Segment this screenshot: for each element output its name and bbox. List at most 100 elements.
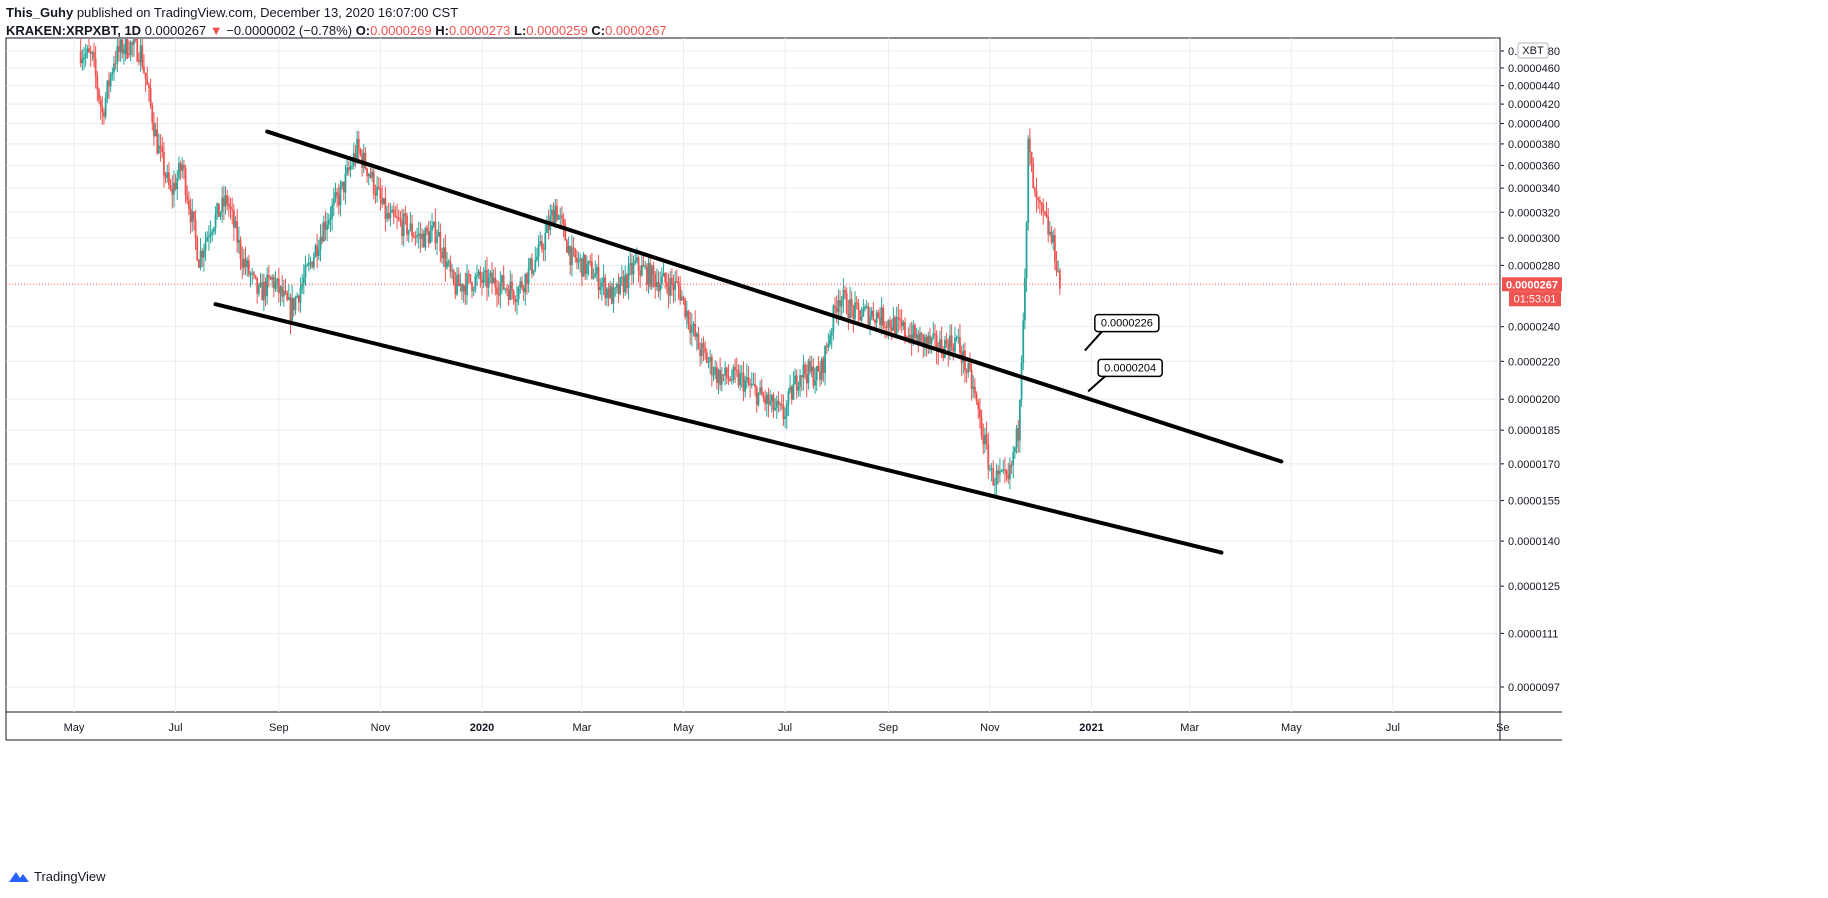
candle-body: [199, 251, 202, 268]
candle-body: [276, 278, 279, 283]
y-tick-label: 0.0000111: [1508, 628, 1558, 640]
candle-body: [574, 248, 577, 258]
candle-body: [859, 310, 861, 321]
candle-body: [667, 286, 670, 296]
candle-body: [842, 290, 845, 301]
candle-body: [411, 223, 413, 237]
symbol-label[interactable]: KRAKEN:XRPXBT, 1D: [6, 23, 142, 38]
candle-body: [158, 145, 160, 154]
candle-body: [357, 138, 360, 150]
candle-body: [712, 374, 715, 376]
candle-body: [779, 403, 781, 405]
candle-body: [744, 380, 747, 392]
candle-body: [161, 147, 164, 153]
candle-body: [844, 290, 846, 294]
candle-body: [909, 334, 911, 341]
candle-body: [546, 222, 548, 233]
candle-body: [502, 275, 505, 290]
candle-body: [714, 367, 717, 375]
candle-body: [138, 61, 140, 63]
candle-body: [181, 164, 184, 171]
candle-body: [914, 324, 916, 338]
candle-body: [700, 343, 703, 356]
x-tick-label: 2021: [1079, 722, 1103, 734]
y-tick-label: 0.0000097: [1508, 682, 1560, 694]
x-tick-label: Sep: [269, 722, 289, 734]
candle-body: [652, 265, 655, 275]
candle-body: [1035, 190, 1038, 199]
candle-body: [487, 276, 490, 288]
candle-body: [226, 195, 229, 204]
candle-body: [982, 435, 985, 445]
candle-body: [404, 213, 407, 216]
candle-body: [754, 384, 757, 388]
candle-body: [1013, 447, 1016, 453]
candle-body: [214, 213, 217, 228]
candle-body: [637, 257, 640, 271]
candle-body: [366, 168, 368, 177]
candle-body: [322, 221, 325, 242]
candle-body: [229, 206, 232, 210]
tradingview-logo-icon[interactable]: [8, 868, 30, 884]
high-value: 0.0000273: [448, 23, 511, 38]
candle-body: [399, 218, 402, 221]
candle-body: [624, 274, 627, 293]
candle-body: [942, 353, 945, 358]
candle-body: [271, 277, 274, 280]
candle-body: [202, 250, 205, 258]
candle-body: [639, 270, 642, 276]
candle-body: [576, 257, 578, 263]
candle-body: [482, 272, 485, 283]
candle-body: [880, 307, 883, 325]
candle-body: [173, 182, 175, 195]
candle-body: [989, 469, 991, 471]
candle-body: [207, 236, 210, 238]
candle-body: [795, 375, 798, 391]
candle-body: [407, 230, 410, 235]
candle-body: [327, 220, 330, 225]
candle-body: [284, 290, 287, 293]
candle-body: [601, 282, 603, 287]
candle-body: [642, 265, 645, 267]
candle-body: [119, 39, 122, 52]
candle-body: [197, 260, 200, 268]
candle-body: [79, 51, 82, 64]
candle-body: [1058, 270, 1061, 289]
candle-body: [839, 300, 841, 307]
candle-body: [417, 233, 420, 236]
candle-body: [329, 218, 332, 221]
publish-text: published on TradingView.com, December 1…: [76, 5, 459, 20]
candle-body: [121, 39, 124, 54]
candle-body: [947, 343, 950, 355]
candle-body: [551, 209, 553, 216]
candles-group: [79, 39, 1061, 497]
candle-body: [586, 264, 588, 274]
candle-body: [790, 386, 793, 400]
candle-body: [194, 219, 197, 238]
candle-body: [845, 293, 848, 314]
candle-body: [536, 256, 538, 260]
candle-body: [594, 273, 597, 278]
candle-body: [89, 52, 92, 54]
candle-body: [426, 227, 428, 232]
candle-body: [432, 221, 435, 226]
candle-body: [306, 265, 309, 267]
candle-body: [224, 195, 227, 207]
candle-body: [179, 163, 182, 171]
candle-body: [291, 297, 294, 321]
candle-body: [282, 290, 285, 297]
candle-body: [992, 468, 995, 486]
candle-body: [682, 296, 685, 299]
candle-body: [144, 72, 147, 80]
candle-body: [128, 53, 130, 55]
candle-body: [664, 272, 667, 283]
candle-body: [299, 288, 302, 303]
candle-body: [579, 258, 582, 261]
candle-body: [246, 260, 249, 268]
footer-brand[interactable]: TradingView: [34, 868, 106, 884]
candle-body: [371, 171, 373, 178]
candle-body: [91, 52, 94, 54]
candle-body: [959, 336, 961, 353]
author-name[interactable]: This_Guhy: [6, 5, 74, 20]
